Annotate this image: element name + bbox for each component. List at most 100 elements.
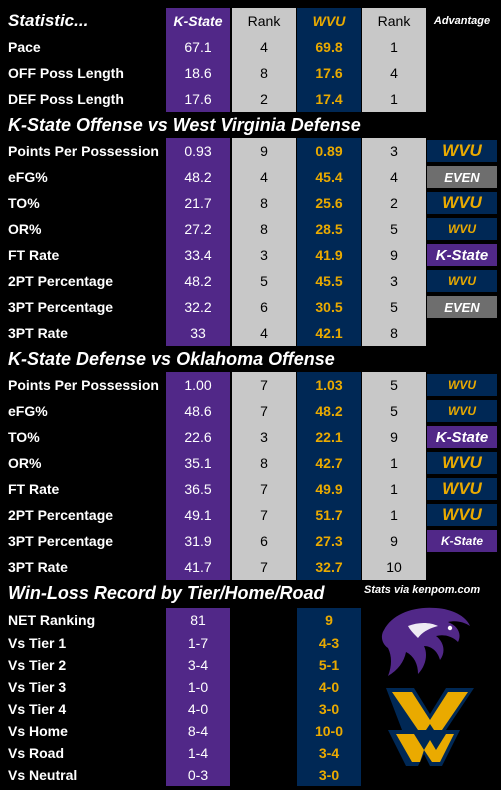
wvu-rank: 1 xyxy=(362,476,426,502)
stat-row: FT Rate 36.5 7 49.9 1 WVU xyxy=(0,476,501,502)
record-label: Vs Tier 1 xyxy=(8,635,67,651)
record-row: Vs Tier 4 4-0 3-0 xyxy=(0,698,501,720)
wvu-record: 4-3 xyxy=(297,632,361,654)
stat-label: Points Per Possession xyxy=(8,143,159,159)
section-kstate-defense: K-State Defense vs Oklahoma Offense xyxy=(0,346,501,372)
kstate-record: 81 xyxy=(166,608,230,632)
kstate-rank: 4 xyxy=(232,164,296,190)
kstate-rank: 7 xyxy=(232,476,296,502)
header-rank-kstate: Rank xyxy=(232,8,296,34)
stat-label: 3PT Percentage xyxy=(8,533,114,549)
kstate-rank: 7 xyxy=(232,502,296,528)
wvu-value: 32.7 xyxy=(297,554,361,580)
advantage-badge: WVU xyxy=(427,192,497,214)
record-row: Vs Home 8-4 10-0 xyxy=(0,720,501,742)
kstate-value: 17.6 xyxy=(166,86,230,112)
wvu-value: 45.4 xyxy=(297,164,361,190)
record-label: Vs Tier 2 xyxy=(8,657,67,673)
wvu-value: 51.7 xyxy=(297,502,361,528)
stat-row: 3PT Percentage 32.2 6 30.5 5 EVEN xyxy=(0,294,501,320)
kstate-rank: 4 xyxy=(232,320,296,346)
section-kstate-offense: K-State Offense vs West Virginia Defense xyxy=(0,112,501,138)
stat-row: OFF Poss Length 18.6 8 17.6 4 xyxy=(0,60,501,86)
advantage-badge: WVU xyxy=(427,270,497,292)
wvu-rank: 5 xyxy=(362,372,426,398)
stats-credit: Stats via kenpom.com xyxy=(364,584,481,596)
stat-label: FT Rate xyxy=(8,247,60,263)
stat-row: Pace 67.1 4 69.8 1 xyxy=(0,34,501,60)
stat-label: Pace xyxy=(8,39,41,55)
wvu-record: 3-4 xyxy=(297,742,361,764)
wvu-rank: 8 xyxy=(362,320,426,346)
kstate-value: 48.2 xyxy=(166,268,230,294)
wvu-rank: 9 xyxy=(362,424,426,450)
kstate-value: 32.2 xyxy=(166,294,230,320)
wvu-rank: 4 xyxy=(362,164,426,190)
wvu-rank: 1 xyxy=(362,34,426,60)
advantage-badge: WVU xyxy=(427,478,497,500)
advantage-badge: WVU xyxy=(427,374,497,396)
header-rank-wvu: Rank xyxy=(362,8,426,34)
wvu-rank: 5 xyxy=(362,294,426,320)
advantage-badge: WVU xyxy=(427,452,497,474)
stat-label: OR% xyxy=(8,455,42,471)
kstate-powercat-logo xyxy=(381,607,470,676)
advantage-badge: K-State xyxy=(427,530,497,552)
wvu-record: 3-0 xyxy=(297,698,361,720)
stat-row: OR% 35.1 8 42.7 1 WVU xyxy=(0,450,501,476)
advantage-badge: K-State xyxy=(427,244,497,266)
kstate-record: 0-3 xyxy=(166,764,230,786)
kstate-rank: 4 xyxy=(232,34,296,60)
advantage-badge: WVU xyxy=(427,504,497,526)
wvu-record: 10-0 xyxy=(297,720,361,742)
kstate-record: 1-7 xyxy=(166,632,230,654)
wvu-record: 3-0 xyxy=(297,764,361,786)
advantage-badge: K-State xyxy=(427,426,497,448)
advantage-badge: EVEN xyxy=(427,166,497,188)
wvu-rank: 1 xyxy=(362,502,426,528)
kstate-value: 33.4 xyxy=(166,242,230,268)
record-label: Vs Neutral xyxy=(8,767,78,783)
record-row: Vs Tier 2 3-4 5-1 xyxy=(0,654,501,676)
advantage-badge: EVEN xyxy=(427,296,497,318)
stat-row: DEF Poss Length 17.6 2 17.4 1 xyxy=(0,86,501,112)
record-row: Vs Tier 3 1-0 4-0 xyxy=(0,676,501,698)
kstate-record: 4-0 xyxy=(166,698,230,720)
kstate-value: 22.6 xyxy=(166,424,230,450)
stat-label: 2PT Percentage xyxy=(8,273,114,289)
record-label: Vs Road xyxy=(8,745,65,761)
kstate-rank: 8 xyxy=(232,60,296,86)
kstate-value: 1.00 xyxy=(166,372,230,398)
kstate-value: 0.93 xyxy=(166,138,230,164)
wvu-value: 25.6 xyxy=(297,190,361,216)
kstate-rank: 8 xyxy=(232,450,296,476)
wvu-rank: 2 xyxy=(362,190,426,216)
kstate-value: 48.2 xyxy=(166,164,230,190)
record-row: Vs Road 1-4 3-4 xyxy=(0,742,501,764)
stat-row: TO% 22.6 3 22.1 9 K-State xyxy=(0,424,501,450)
stat-label: 2PT Percentage xyxy=(8,507,114,523)
wvu-rank: 1 xyxy=(362,450,426,476)
record-label: Vs Home xyxy=(8,723,68,739)
stat-row: eFG% 48.2 4 45.4 4 EVEN xyxy=(0,164,501,190)
stat-row: eFG% 48.6 7 48.2 5 WVU xyxy=(0,398,501,424)
kstate-value: 49.1 xyxy=(166,502,230,528)
kstate-value: 41.7 xyxy=(166,554,230,580)
wvu-flying-wv-logo xyxy=(386,688,474,766)
wvu-rank: 5 xyxy=(362,216,426,242)
stat-label: OFF Poss Length xyxy=(8,65,124,81)
stat-label: eFG% xyxy=(8,403,48,419)
header-wvu: WVU xyxy=(297,8,361,34)
wvu-rank: 1 xyxy=(362,86,426,112)
stat-row: FT Rate 33.4 3 41.9 9 K-State xyxy=(0,242,501,268)
kstate-rank: 6 xyxy=(232,294,296,320)
kstate-record: 1-4 xyxy=(166,742,230,764)
advantage-badge: WVU xyxy=(427,218,497,240)
kstate-record: 3-4 xyxy=(166,654,230,676)
wvu-value: 27.3 xyxy=(297,528,361,554)
stat-row: 2PT Percentage 48.2 5 45.5 3 WVU xyxy=(0,268,501,294)
kstate-rank: 6 xyxy=(232,528,296,554)
kstate-rank: 7 xyxy=(232,398,296,424)
wvu-rank: 4 xyxy=(362,60,426,86)
